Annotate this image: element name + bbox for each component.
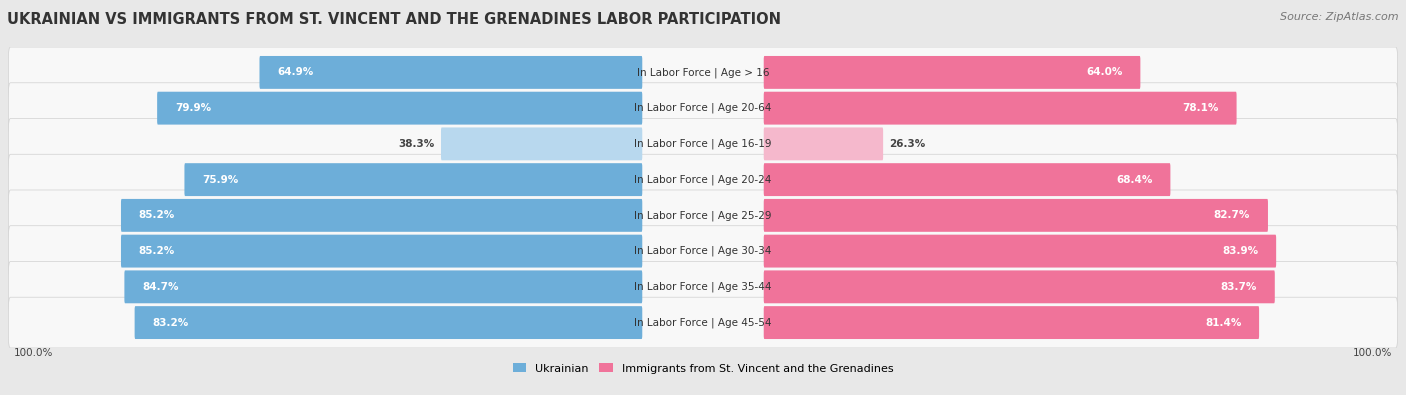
FancyBboxPatch shape [763, 235, 1277, 267]
Text: 79.9%: 79.9% [174, 103, 211, 113]
Legend: Ukrainian, Immigrants from St. Vincent and the Grenadines: Ukrainian, Immigrants from St. Vincent a… [508, 359, 898, 378]
FancyBboxPatch shape [763, 199, 1268, 232]
Text: 85.2%: 85.2% [139, 246, 174, 256]
FancyBboxPatch shape [121, 235, 643, 267]
FancyBboxPatch shape [763, 163, 1170, 196]
Text: 100.0%: 100.0% [1353, 348, 1392, 357]
FancyBboxPatch shape [8, 154, 1398, 205]
Text: In Labor Force | Age 25-29: In Labor Force | Age 25-29 [634, 210, 772, 221]
FancyBboxPatch shape [763, 92, 1237, 124]
FancyBboxPatch shape [121, 199, 643, 232]
FancyBboxPatch shape [8, 118, 1398, 169]
FancyBboxPatch shape [8, 226, 1398, 276]
Text: In Labor Force | Age 20-24: In Labor Force | Age 20-24 [634, 174, 772, 185]
Text: 68.4%: 68.4% [1116, 175, 1153, 184]
Text: Source: ZipAtlas.com: Source: ZipAtlas.com [1281, 12, 1399, 22]
Text: 75.9%: 75.9% [202, 175, 239, 184]
FancyBboxPatch shape [763, 128, 883, 160]
FancyBboxPatch shape [157, 92, 643, 124]
FancyBboxPatch shape [8, 190, 1398, 241]
FancyBboxPatch shape [135, 306, 643, 339]
Text: In Labor Force | Age 20-64: In Labor Force | Age 20-64 [634, 103, 772, 113]
Text: In Labor Force | Age 45-54: In Labor Force | Age 45-54 [634, 317, 772, 328]
FancyBboxPatch shape [441, 128, 643, 160]
FancyBboxPatch shape [184, 163, 643, 196]
Text: In Labor Force | Age > 16: In Labor Force | Age > 16 [637, 67, 769, 78]
FancyBboxPatch shape [260, 56, 643, 89]
Text: In Labor Force | Age 30-34: In Labor Force | Age 30-34 [634, 246, 772, 256]
Text: 82.7%: 82.7% [1213, 211, 1250, 220]
Text: 84.7%: 84.7% [142, 282, 179, 292]
Text: 100.0%: 100.0% [14, 348, 53, 357]
Text: 83.7%: 83.7% [1220, 282, 1257, 292]
Text: 85.2%: 85.2% [139, 211, 174, 220]
FancyBboxPatch shape [124, 271, 643, 303]
FancyBboxPatch shape [763, 271, 1275, 303]
FancyBboxPatch shape [8, 47, 1398, 98]
Text: 26.3%: 26.3% [889, 139, 925, 149]
Text: In Labor Force | Age 35-44: In Labor Force | Age 35-44 [634, 282, 772, 292]
Text: 38.3%: 38.3% [398, 139, 434, 149]
Text: 81.4%: 81.4% [1205, 318, 1241, 327]
Text: 83.9%: 83.9% [1222, 246, 1258, 256]
Text: 78.1%: 78.1% [1182, 103, 1219, 113]
Text: 64.9%: 64.9% [277, 68, 314, 77]
Text: In Labor Force | Age 16-19: In Labor Force | Age 16-19 [634, 139, 772, 149]
FancyBboxPatch shape [8, 261, 1398, 312]
FancyBboxPatch shape [763, 306, 1260, 339]
Text: UKRAINIAN VS IMMIGRANTS FROM ST. VINCENT AND THE GRENADINES LABOR PARTICIPATION: UKRAINIAN VS IMMIGRANTS FROM ST. VINCENT… [7, 12, 780, 27]
FancyBboxPatch shape [763, 56, 1140, 89]
FancyBboxPatch shape [8, 83, 1398, 134]
FancyBboxPatch shape [8, 297, 1398, 348]
Text: 83.2%: 83.2% [152, 318, 188, 327]
Text: 64.0%: 64.0% [1087, 68, 1122, 77]
